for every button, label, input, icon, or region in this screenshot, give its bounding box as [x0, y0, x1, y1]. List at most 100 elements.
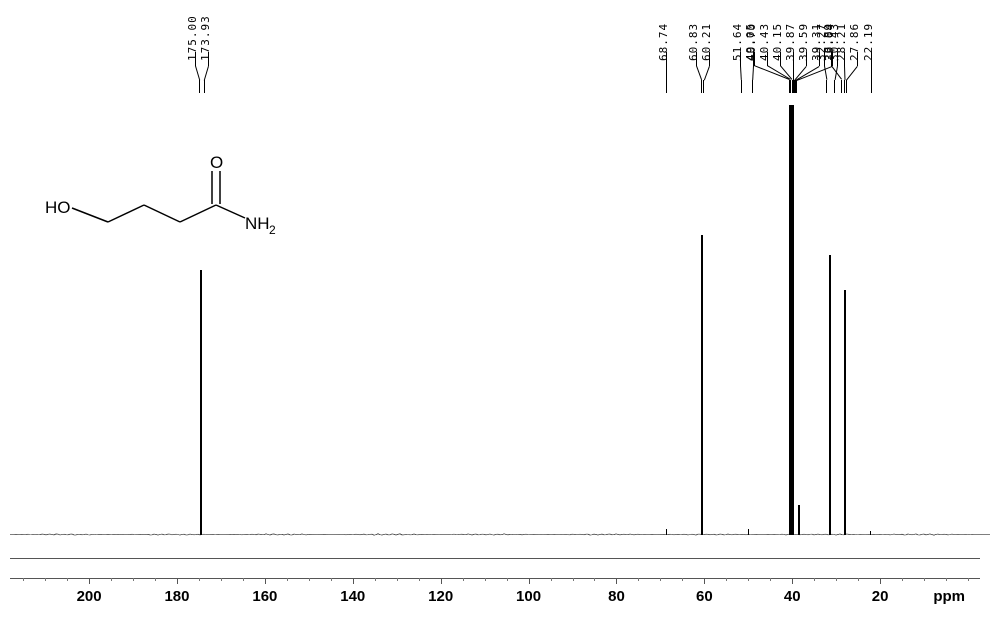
- spectrum-peak: [829, 255, 831, 535]
- peak-connector: [831, 52, 832, 66]
- axis-tick: [177, 578, 178, 584]
- peak-connector: [844, 66, 845, 80]
- peak-connector: [195, 52, 196, 66]
- axis-tick-label: 20: [872, 588, 889, 605]
- peak-connector: [666, 80, 667, 93]
- axis-tick-label: 180: [164, 588, 189, 605]
- peak-connector: [666, 52, 667, 66]
- spectrum-peak: [748, 529, 749, 535]
- peak-connector: [740, 52, 741, 66]
- peak-connector: [696, 66, 702, 80]
- axis-tick: [441, 578, 442, 584]
- nmr-spectrum: 175.00173.9368.7460.8360.2151.6449.0540.…: [10, 0, 990, 633]
- axis-tick-label: 160: [252, 588, 277, 605]
- peak-connector: [793, 66, 794, 80]
- peak-connector: [703, 80, 704, 93]
- peak-connector: [826, 80, 827, 93]
- peak-connector: [208, 52, 209, 66]
- peak-connector: [703, 66, 709, 80]
- spectrum-peak: [844, 290, 846, 535]
- spectrum-peak: [798, 505, 800, 535]
- peak-value-label: 22.19: [862, 23, 875, 61]
- axis-tick-label: 200: [77, 588, 102, 605]
- peak-connector: [871, 52, 872, 66]
- peak-connector: [696, 52, 697, 66]
- peak-connector: [846, 66, 858, 81]
- peak-connector: [740, 66, 742, 80]
- peak-connector: [780, 52, 781, 66]
- peak-connector: [754, 52, 755, 66]
- peak-connector: [846, 80, 847, 93]
- peak-value-label: 27.86: [848, 23, 861, 61]
- axis-minor-tick: [419, 578, 420, 581]
- peak-connector: [204, 66, 209, 80]
- axis-minor-tick: [309, 578, 310, 581]
- peak-connector: [796, 80, 797, 93]
- peak-value-label: 39.87: [784, 23, 797, 61]
- peak-connector: [871, 66, 872, 80]
- spectrum-peak: [870, 531, 871, 535]
- peak-connector: [666, 66, 667, 80]
- axis-tick: [792, 578, 793, 584]
- axis-minor-tick: [660, 578, 661, 581]
- axis-tick: [529, 578, 530, 584]
- axis-minor-tick: [45, 578, 46, 581]
- axis-top-border: [10, 558, 980, 559]
- spectrum-peak: [666, 529, 667, 535]
- axis-tick: [880, 578, 881, 584]
- peak-connector: [204, 80, 205, 93]
- axis-minor-tick: [573, 578, 574, 581]
- axis-minor-tick: [814, 578, 815, 581]
- peak-value-label: 40.15: [771, 23, 784, 61]
- peak-value-label: 60.83: [687, 23, 700, 61]
- axis-minor-tick: [946, 578, 947, 581]
- axis-minor-tick: [23, 578, 24, 581]
- peak-connector: [195, 66, 200, 80]
- axis-minor-tick: [199, 578, 200, 581]
- axis-tick-label: 40: [784, 588, 801, 605]
- peak-connector: [741, 80, 742, 93]
- peak-connector: [752, 80, 753, 93]
- axis-minor-tick: [748, 578, 749, 581]
- axis-minor-tick: [397, 578, 398, 581]
- peak-value-label: 60.21: [700, 23, 713, 61]
- axis-minor-tick: [968, 578, 969, 581]
- peak-value-label: 68.74: [657, 23, 670, 61]
- axis-unit-label: ppm: [933, 588, 965, 605]
- peak-connector: [841, 80, 842, 93]
- axis-minor-tick: [551, 578, 552, 581]
- axis-minor-tick: [375, 578, 376, 581]
- axis-minor-tick: [924, 578, 925, 581]
- peak-connector: [199, 80, 200, 93]
- axis-minor-tick: [836, 578, 837, 581]
- peak-value-label: 39.59: [797, 23, 810, 61]
- peak-connector: [701, 80, 702, 93]
- axis-tick: [704, 578, 705, 584]
- axis-tick-label: 140: [340, 588, 365, 605]
- axis-minor-tick: [243, 578, 244, 581]
- peak-connector: [752, 66, 754, 80]
- axis-minor-tick: [463, 578, 464, 581]
- axis-minor-tick: [287, 578, 288, 581]
- axis-minor-tick: [221, 578, 222, 581]
- peak-connector: [834, 80, 835, 93]
- axis-minor-tick: [902, 578, 903, 581]
- peak-connector: [857, 52, 858, 66]
- spectrum-peak: [200, 270, 202, 535]
- axis-tick-label: 100: [516, 588, 541, 605]
- axis-minor-tick: [770, 578, 771, 581]
- peak-connector: [709, 52, 710, 66]
- peak-value-label: 173.93: [199, 15, 212, 61]
- peak-value-label: 51.64: [731, 23, 744, 61]
- peak-value-label: 175.00: [186, 15, 199, 61]
- axis-tick-label: 60: [696, 588, 713, 605]
- axis-tick: [616, 578, 617, 584]
- axis-minor-tick: [638, 578, 639, 581]
- axis-tick-label: 120: [428, 588, 453, 605]
- peak-connector: [793, 52, 794, 66]
- axis-minor-tick: [485, 578, 486, 581]
- axis-minor-tick: [507, 578, 508, 581]
- axis-minor-tick: [726, 578, 727, 581]
- axis-minor-tick: [594, 578, 595, 581]
- peak-connector: [871, 80, 872, 93]
